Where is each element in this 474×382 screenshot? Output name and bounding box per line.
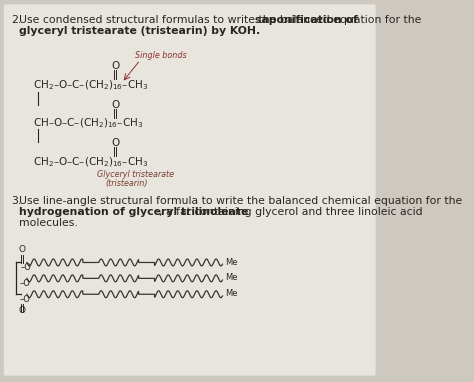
- Text: CH$_2$–O–C–(CH$_2$)$_{16}$–CH$_3$: CH$_2$–O–C–(CH$_2$)$_{16}$–CH$_3$: [33, 155, 148, 169]
- Text: Me: Me: [225, 274, 237, 282]
- Text: O: O: [111, 100, 120, 110]
- Text: –O: –O: [20, 279, 31, 288]
- Text: CH$_2$–O–C–(CH$_2$)$_{16}$–CH$_3$: CH$_2$–O–C–(CH$_2$)$_{16}$–CH$_3$: [33, 79, 148, 92]
- Text: Me: Me: [225, 257, 237, 267]
- Text: Me: Me: [225, 289, 237, 298]
- Text: –O: –O: [20, 264, 31, 272]
- Text: O: O: [111, 61, 120, 71]
- Text: (tristearin): (tristearin): [105, 179, 147, 188]
- Text: Use line-angle structural formula to write the balanced chemical equation for th: Use line-angle structural formula to wri…: [19, 196, 462, 206]
- Text: O: O: [111, 138, 120, 148]
- Text: Single bonds: Single bonds: [136, 51, 187, 60]
- Text: hydrogenation of glyceryl trilinoleate: hydrogenation of glyceryl trilinoleate: [19, 207, 248, 217]
- Text: , a fat containing glycerol and three linoleic acid: , a fat containing glycerol and three li…: [159, 207, 422, 217]
- Text: O: O: [19, 306, 26, 315]
- Text: saponification of: saponification of: [255, 15, 358, 25]
- Text: CH–O–C–(CH$_2$)$_{16}$–CH$_3$: CH–O–C–(CH$_2$)$_{16}$–CH$_3$: [33, 117, 144, 130]
- FancyBboxPatch shape: [4, 4, 376, 376]
- Text: 2.: 2.: [11, 15, 21, 25]
- Text: –O: –O: [20, 295, 31, 304]
- Text: O: O: [19, 244, 26, 254]
- Text: Glyceryl tristearate: Glyceryl tristearate: [97, 170, 174, 179]
- Text: molecules.: molecules.: [19, 218, 78, 228]
- Text: glyceryl tristearate (tristearin) by KOH.: glyceryl tristearate (tristearin) by KOH…: [19, 26, 260, 36]
- Text: 3.: 3.: [11, 196, 21, 206]
- Text: Use condensed structural formulas to write the balanced equation for the: Use condensed structural formulas to wri…: [19, 15, 425, 25]
